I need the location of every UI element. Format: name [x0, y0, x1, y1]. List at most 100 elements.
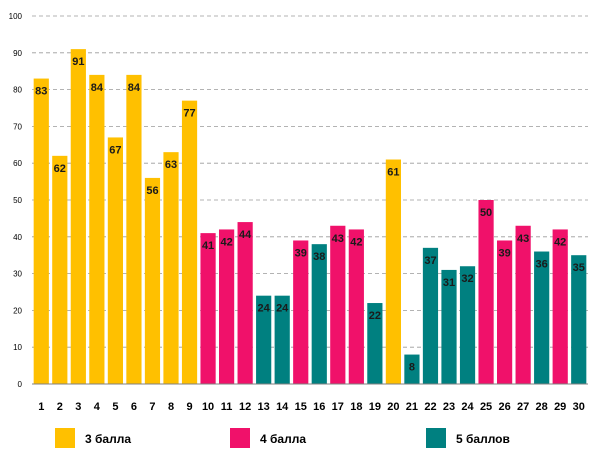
bar — [52, 155, 68, 384]
x-tick-label: 20 — [387, 401, 399, 413]
x-tick-label: 10 — [202, 401, 214, 413]
data-label: 24 — [276, 303, 289, 315]
bar — [70, 49, 86, 385]
bar — [515, 225, 531, 384]
data-label: 24 — [258, 303, 271, 315]
bar — [367, 303, 383, 384]
legend-swatch — [230, 428, 250, 448]
data-label: 37 — [424, 255, 436, 267]
x-tick-label: 17 — [332, 401, 344, 413]
data-label: 39 — [498, 247, 510, 259]
y-tick-label: 30 — [13, 270, 22, 279]
x-tick-label: 2 — [57, 401, 63, 413]
bar — [330, 225, 346, 384]
data-label: 8 — [409, 362, 415, 374]
x-axis-ticks: 1 2 3 4 5 6 7 8 9 10 11 12 13 14 15 16 17 18 19 20 21 22 23 24 2… — [38, 401, 585, 413]
x-tick-label: 23 — [443, 401, 455, 413]
legend-label: 5 баллов — [456, 432, 510, 446]
x-tick-label: 26 — [498, 401, 510, 413]
x-tick-label: 30 — [573, 401, 585, 413]
x-tick-label: 29 — [554, 401, 566, 413]
data-label: 91 — [72, 56, 84, 68]
bar — [441, 269, 457, 384]
bars — [33, 49, 587, 385]
x-tick-label: 13 — [258, 401, 270, 413]
x-tick-label: 3 — [75, 401, 81, 413]
x-tick-label: 5 — [112, 401, 118, 413]
bar — [181, 100, 198, 384]
data-label: 32 — [461, 273, 473, 285]
bar — [422, 247, 439, 384]
x-tick-label: 6 — [131, 401, 137, 413]
y-tick-label: 10 — [13, 343, 22, 352]
x-tick-label: 12 — [239, 401, 251, 413]
x-tick-label: 11 — [221, 401, 233, 413]
y-tick-label: 70 — [13, 122, 22, 131]
data-label: 44 — [239, 229, 252, 241]
data-label: 22 — [369, 310, 381, 322]
data-label: 42 — [554, 236, 566, 248]
legend-label: 4 балла — [260, 432, 306, 446]
bar — [144, 177, 161, 384]
data-label: 50 — [480, 207, 492, 219]
data-label: 61 — [387, 167, 399, 179]
x-tick-label: 25 — [480, 401, 492, 413]
bar — [459, 266, 476, 384]
bar — [237, 222, 253, 384]
x-tick-label: 4 — [94, 401, 101, 413]
y-tick-label: 90 — [13, 49, 22, 58]
x-tick-label: 28 — [536, 401, 548, 413]
data-labels: 83 62 91 84 67 84 56 63 77 41 42 44 24 24 39 38 43 42 22 61… — [35, 56, 585, 373]
x-tick-label: 27 — [517, 401, 529, 413]
data-label: 43 — [517, 233, 529, 245]
bar — [497, 240, 513, 384]
x-tick-label: 9 — [186, 401, 192, 413]
x-tick-label: 19 — [369, 401, 381, 413]
data-label: 35 — [573, 262, 585, 274]
bar — [385, 159, 401, 384]
legend: 3 балла 4 балла 5 баллов — [55, 428, 510, 448]
legend-swatch — [55, 428, 75, 448]
bar — [311, 244, 327, 384]
bar — [293, 240, 309, 384]
data-label: 42 — [350, 236, 362, 248]
x-tick-label: 1 — [38, 401, 44, 413]
x-tick-label: 18 — [350, 401, 362, 413]
x-tick-label: 24 — [461, 401, 474, 413]
bar — [534, 251, 550, 384]
bar — [552, 229, 568, 384]
y-tick-label: 80 — [13, 86, 22, 95]
y-tick-label: 50 — [13, 196, 22, 205]
x-tick-label: 7 — [149, 401, 155, 413]
bar — [219, 229, 235, 384]
data-label: 31 — [443, 277, 455, 289]
data-label: 77 — [183, 108, 195, 120]
data-label: 38 — [313, 251, 325, 263]
y-axis-ticks: 0 10 20 30 40 50 60 70 80 90 100 — [9, 12, 23, 389]
bar — [256, 295, 272, 384]
legend-label: 3 балла — [85, 432, 131, 446]
x-tick-label: 15 — [295, 401, 307, 413]
x-tick-label: 14 — [276, 401, 289, 413]
bar — [571, 255, 587, 384]
x-tick-label: 16 — [313, 401, 325, 413]
y-tick-label: 100 — [9, 12, 23, 21]
y-tick-label: 60 — [13, 159, 22, 168]
bar — [107, 137, 123, 384]
data-label: 36 — [536, 259, 548, 271]
x-tick-label: 22 — [424, 401, 436, 413]
data-label: 39 — [295, 247, 307, 259]
data-label: 42 — [220, 236, 232, 248]
data-label: 41 — [202, 240, 214, 252]
legend-swatch — [426, 428, 446, 448]
x-tick-label: 21 — [406, 401, 418, 413]
data-label: 84 — [128, 82, 141, 94]
y-tick-label: 0 — [18, 380, 23, 389]
bar — [348, 229, 364, 384]
data-label: 43 — [332, 233, 344, 245]
bar — [89, 74, 105, 384]
data-label: 63 — [165, 159, 177, 171]
bar — [478, 200, 494, 384]
bar — [126, 74, 142, 384]
